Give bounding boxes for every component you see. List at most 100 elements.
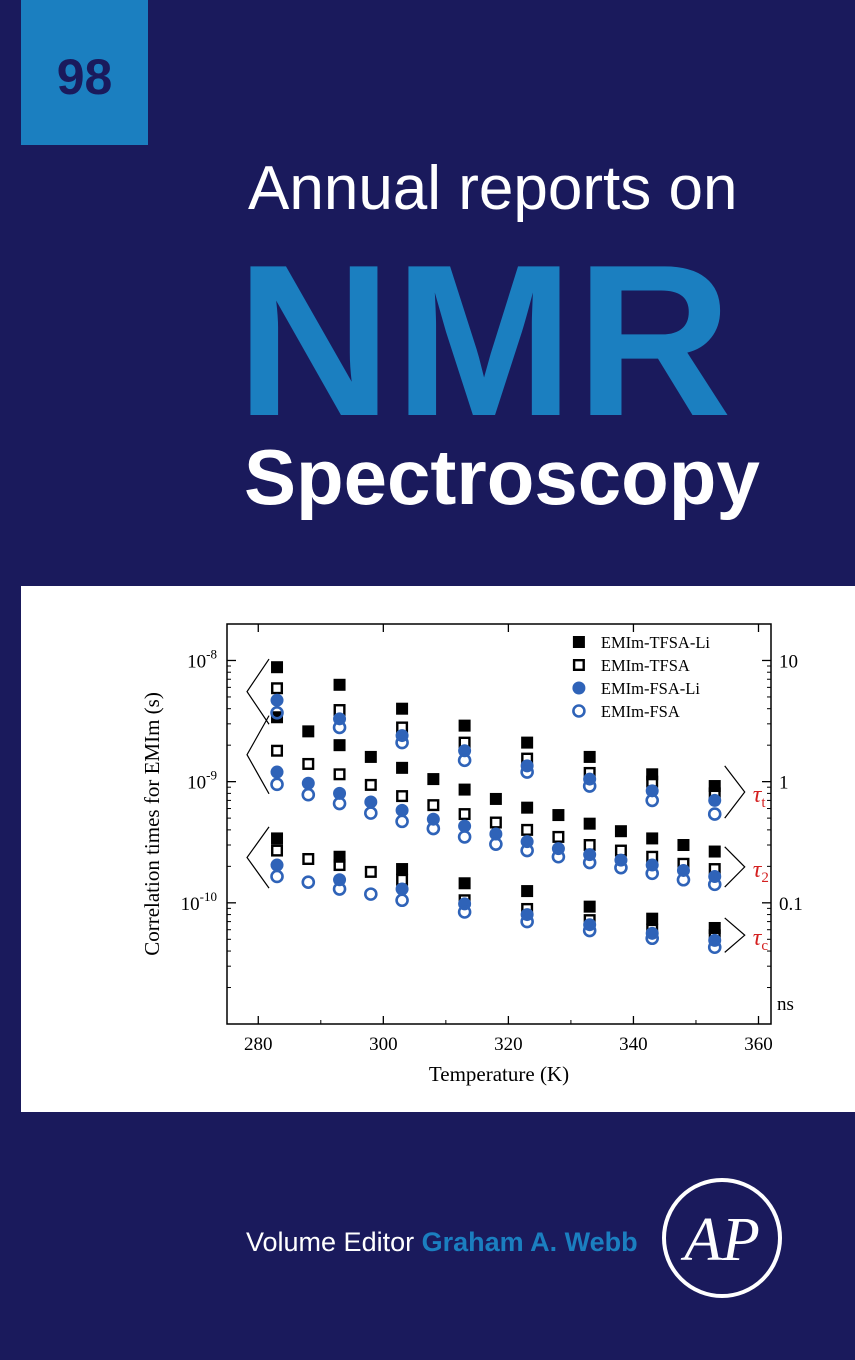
x-tick-label: 320: [494, 1034, 523, 1055]
data-point: [552, 809, 565, 822]
data-point: [583, 817, 596, 830]
data-point: [677, 839, 690, 852]
y-tick-label: 10-9: [187, 768, 217, 794]
data-point: [301, 787, 316, 802]
data-point: [271, 844, 284, 857]
data-point: [583, 900, 596, 913]
y2-unit-label: ns: [777, 994, 794, 1015]
data-point: [395, 814, 409, 829]
data-point: [364, 778, 377, 791]
data-point: [489, 816, 502, 829]
data-point: [270, 777, 284, 792]
data-point: [520, 843, 534, 858]
data-point: [332, 720, 347, 735]
data-point: [708, 845, 721, 858]
right-bracket: [724, 765, 746, 819]
data-point: [333, 768, 346, 781]
data-point: [645, 793, 659, 808]
data-point: [395, 882, 409, 896]
data-point: [333, 786, 347, 800]
data-point: [646, 912, 659, 925]
data-point: [270, 858, 284, 872]
data-point: [458, 744, 472, 758]
data-point: [426, 812, 440, 826]
y2-tick-label: 10: [779, 651, 798, 672]
x-tick-label: 300: [369, 1034, 398, 1055]
left-bracket: [246, 715, 270, 795]
data-point: [676, 872, 691, 887]
data-point: [332, 882, 347, 896]
data-point: [333, 739, 346, 752]
data-point: [271, 661, 284, 674]
series-title-nmr: NMR: [236, 219, 734, 461]
data-point: [333, 873, 347, 887]
data-point: [364, 795, 378, 809]
tau-annotation: τt: [753, 782, 767, 811]
data-point: [489, 827, 503, 841]
data-point: [645, 784, 659, 798]
data-point: [707, 877, 722, 892]
data-point: [583, 750, 596, 763]
x-axis-label: Temperature (K): [429, 1062, 569, 1086]
x-tick-label: 280: [244, 1034, 273, 1055]
data-point: [395, 735, 409, 750]
data-point: [364, 750, 377, 763]
data-point: [395, 893, 409, 908]
data-point: [520, 914, 534, 929]
data-point: [707, 807, 722, 821]
data-point: [396, 863, 409, 876]
data-point: [271, 682, 284, 695]
data-point: [396, 702, 409, 715]
data-point: [582, 779, 597, 793]
correlation-times-chart: 280 300 320 340 360 10-8 10-9 10-10 10 1 0.1 ns Temp…: [140, 623, 803, 1086]
data-point: [302, 852, 315, 865]
data-point: [457, 830, 472, 844]
data-point: [614, 860, 628, 875]
series-emim-fsa: [270, 705, 722, 955]
y2-tick-label: 1: [779, 773, 789, 794]
data-point: [646, 832, 659, 845]
x-tick-label: 340: [619, 1034, 648, 1055]
y2-tick-label: 0.1: [779, 894, 803, 915]
data-point: [396, 761, 409, 774]
data-point: [333, 678, 346, 691]
legend-label: EMIm-TFSA: [601, 656, 690, 675]
legend-label: EMIm-FSA-Li: [601, 679, 700, 698]
data-point: [271, 744, 284, 757]
data-point: [270, 869, 284, 884]
y-tick-label: 10-10: [181, 889, 217, 915]
data-point: [457, 753, 472, 768]
data-point: [708, 793, 722, 807]
data-point: [458, 719, 471, 732]
editor-label: Volume Editor: [246, 1227, 415, 1257]
publisher-logo-text: AP: [680, 1206, 760, 1274]
data-point: [582, 855, 597, 870]
data-point: [302, 757, 315, 770]
data-point: [521, 801, 534, 814]
data-point: [457, 905, 472, 919]
legend-marker: [572, 704, 586, 718]
data-point: [645, 931, 659, 946]
right-bracket: [724, 917, 746, 953]
data-point: [676, 863, 690, 877]
tau-annotation: τ2: [753, 857, 769, 886]
series-emim-tfsa: [271, 682, 721, 942]
legend-label: EMIm-FSA: [601, 702, 680, 721]
cover-figure-panel: 280 300 320 340 360 10-8 10-9 10-10 10 1 0.1 ns Temp…: [21, 586, 855, 1112]
data-point: [270, 705, 284, 720]
data-point: [270, 693, 284, 707]
legend-marker: [572, 681, 586, 695]
data-point: [333, 859, 346, 872]
data-point: [427, 799, 440, 812]
volume-number: 98: [56, 49, 113, 105]
data-point: [271, 832, 284, 845]
data-point: [364, 806, 378, 820]
data-point: [395, 803, 409, 817]
data-point: [521, 885, 534, 898]
editor-name: Graham A. Webb: [421, 1227, 638, 1257]
data-point: [707, 940, 722, 955]
data-point: [364, 865, 377, 878]
data-point: [426, 821, 441, 836]
data-point: [458, 808, 471, 821]
data-point: [270, 765, 284, 779]
